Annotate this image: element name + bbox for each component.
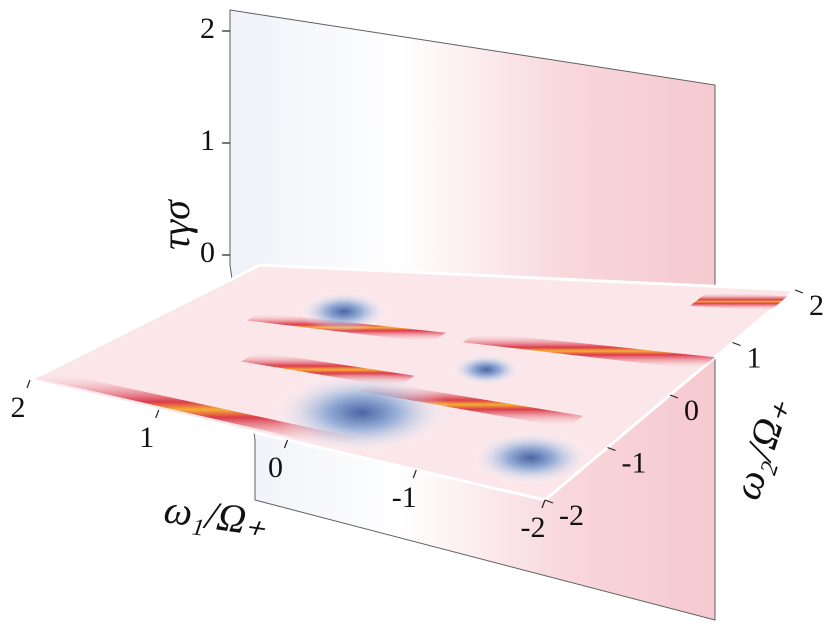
y-tick-label: 1: [747, 341, 762, 374]
y-tick-label: 0: [684, 394, 699, 427]
y-tick-label: -1: [622, 446, 647, 479]
z-tick-label: 2: [200, 12, 215, 45]
x-tick: [412, 469, 417, 479]
floor-blue: [298, 291, 389, 332]
floor-band: [462, 332, 715, 370]
x-tick-label: -2: [521, 511, 546, 544]
x-tick: [26, 379, 31, 389]
y-tick: [732, 341, 741, 347]
x-tick: [541, 499, 546, 509]
x-tick: [155, 409, 160, 419]
floor-blue: [271, 372, 452, 454]
z-axis-label: τγσ: [153, 199, 198, 250]
floor: [25, 263, 799, 502]
y-tick: [544, 499, 554, 504]
x-tick: [283, 439, 289, 449]
y-tick: [794, 289, 804, 294]
floor-blue: [451, 353, 522, 386]
y-tick: [607, 446, 616, 452]
floor-blue: [470, 430, 591, 485]
y-axis-label: ω₂/Ω₊: [724, 393, 799, 505]
floor-band: [34, 370, 359, 449]
y-tick-label: -2: [559, 499, 584, 532]
y-tick: [669, 394, 679, 399]
z-tick-label: 1: [200, 124, 215, 157]
floor-band: [690, 292, 788, 311]
x-tick-label: 2: [11, 391, 26, 424]
x-axis-label: ω₁/Ω₊: [161, 486, 270, 545]
x-tick-label: 1: [139, 421, 154, 454]
x-tick-label: 0: [268, 451, 283, 484]
z-tick-label: 0: [200, 236, 215, 269]
x-tick-label: -1: [392, 481, 417, 514]
y-tick-label: 2: [809, 289, 824, 322]
